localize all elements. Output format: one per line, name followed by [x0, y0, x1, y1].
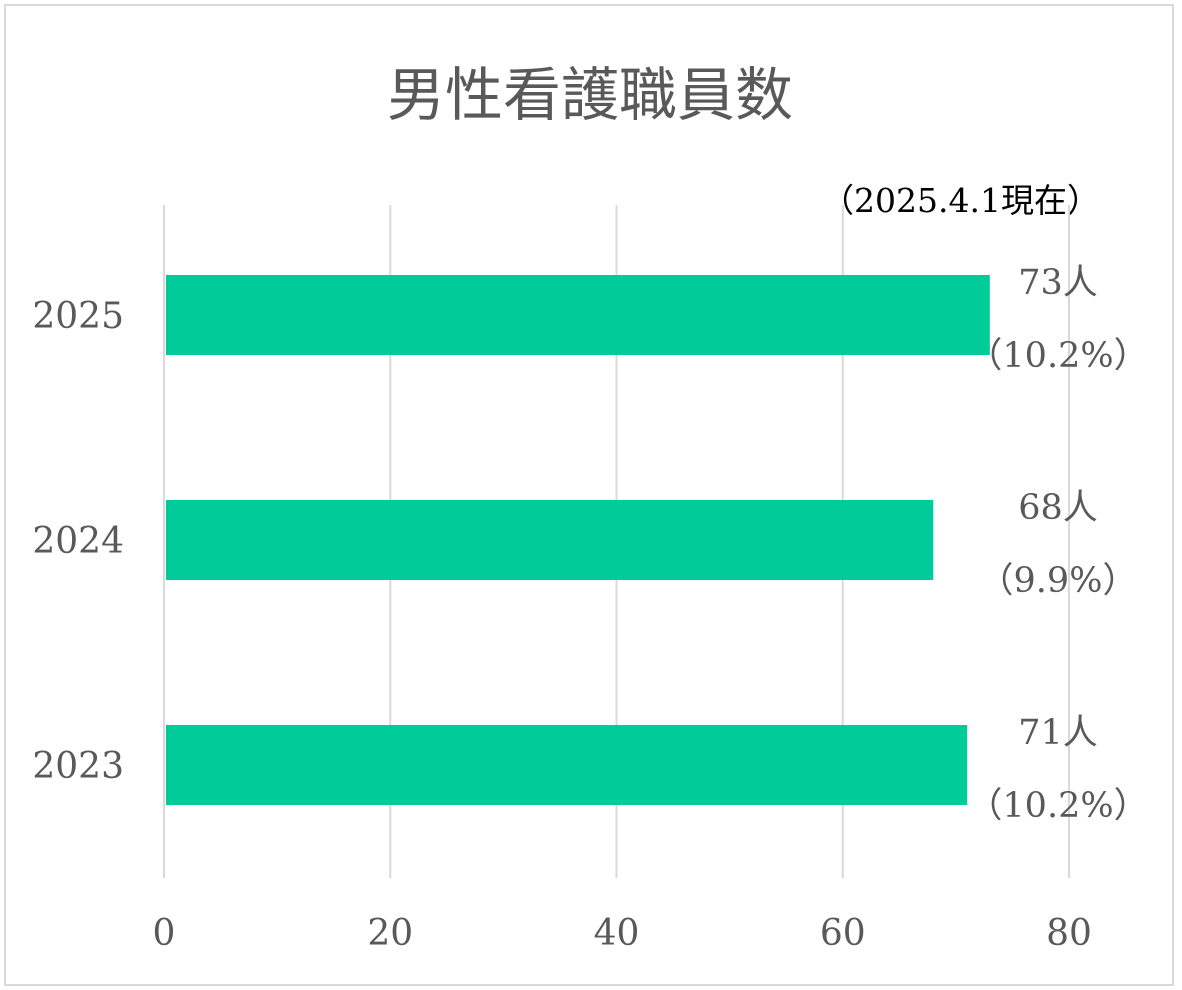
x-tick-label-20: 20 — [367, 913, 413, 954]
y-category-label-2024: 2024 — [32, 521, 124, 562]
chart-title: 男性看護職員数 — [387, 61, 793, 129]
y-category-label-2023: 2023 — [32, 746, 124, 787]
percent-label-2024: （9.9%） — [979, 561, 1138, 601]
value-label-2023: 71人 — [1018, 713, 1098, 753]
x-tick-label-80: 80 — [1046, 913, 1092, 954]
as-of-date-note: （2025.4.1現在） — [821, 181, 1100, 220]
axes: 0 20 40 60 80 2025 2024 2023 — [32, 296, 1092, 954]
x-tick-label-0: 0 — [153, 913, 176, 954]
bar-2023 — [166, 725, 968, 805]
bar-2024 — [166, 500, 934, 580]
bars — [166, 275, 990, 805]
percent-label-2023: （10.2%） — [967, 786, 1148, 826]
value-label-2024: 68人 — [1018, 488, 1098, 528]
percent-label-2025: （10.2%） — [967, 336, 1148, 376]
data-labels: 73人 （10.2%） 68人 （9.9%） 71人 （10.2%） — [967, 263, 1148, 826]
x-tick-label-40: 40 — [594, 913, 640, 954]
value-label-2025: 73人 — [1018, 263, 1098, 303]
chart-frame — [4, 4, 1174, 986]
x-tick-label-60: 60 — [820, 913, 866, 954]
bar-2025 — [166, 275, 990, 355]
y-category-label-2025: 2025 — [32, 296, 124, 337]
